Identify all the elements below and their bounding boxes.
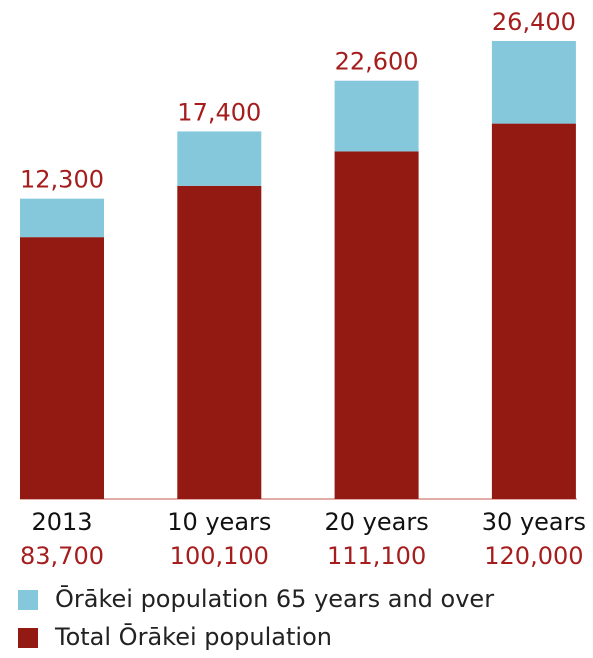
bar-segment — [177, 131, 262, 186]
bar-segment — [491, 123, 576, 500]
bar-segment — [334, 151, 419, 500]
data-label: 22,600 — [335, 48, 419, 76]
legend-label: Ōrākei population 65 years and over — [55, 584, 494, 613]
data-label: 17,400 — [177, 98, 261, 126]
data-label: 12,300 — [20, 166, 104, 194]
legend-label: Total Ōrākei population — [54, 622, 332, 651]
x-tick-label: 10 years — [167, 508, 271, 536]
legend-swatch — [18, 628, 38, 648]
data-label: 111,100 — [327, 542, 426, 570]
x-tick-label: 30 years — [482, 508, 586, 536]
bar-segment — [491, 41, 576, 124]
legend-swatch — [18, 590, 38, 610]
data-label: 26,400 — [492, 8, 576, 36]
bar-segment — [177, 185, 262, 499]
bar-segment — [20, 237, 104, 499]
data-label: 100,100 — [170, 542, 269, 570]
data-label: 120,000 — [484, 542, 583, 570]
bar-segment — [334, 80, 419, 152]
x-tick-label: 20 years — [324, 508, 428, 536]
bar-segment — [20, 198, 104, 238]
x-tick-label: 2013 — [31, 508, 92, 536]
data-label: 83,700 — [20, 542, 104, 570]
